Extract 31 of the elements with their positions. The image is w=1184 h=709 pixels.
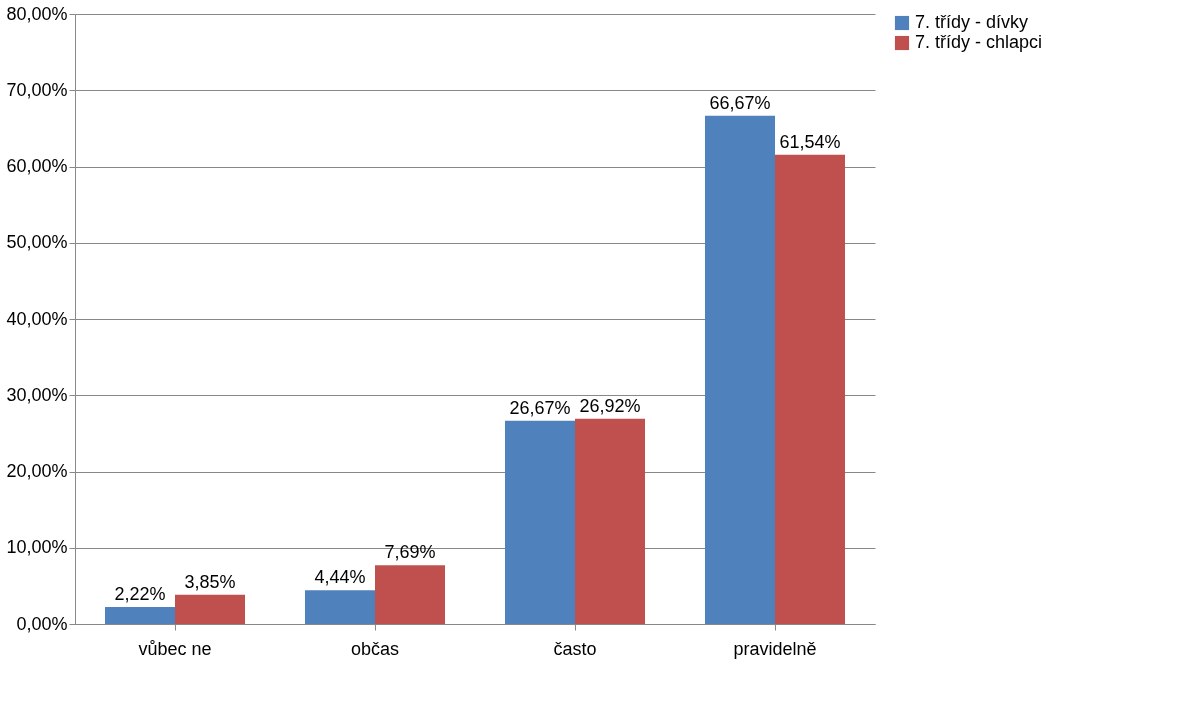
data-label: 3,85% — [184, 571, 236, 592]
data-label: 2,22% — [114, 584, 166, 605]
bar — [575, 418, 645, 624]
y-tick-label: 10,00% — [6, 537, 68, 558]
y-tick-label: 30,00% — [6, 384, 68, 405]
bar — [175, 594, 245, 624]
data-label: 7,69% — [384, 542, 436, 563]
x-tick-label: pravidelně — [733, 638, 817, 659]
y-tick-label: 40,00% — [6, 308, 68, 329]
x-tick-label: občas — [350, 638, 400, 659]
data-label: 66,67% — [709, 92, 771, 113]
bar — [375, 565, 445, 624]
data-label: 4,44% — [314, 567, 366, 588]
bar — [305, 590, 375, 624]
bar — [705, 115, 775, 624]
data-label: 26,67% — [509, 397, 571, 418]
bar — [105, 607, 175, 624]
y-tick-label: 20,00% — [6, 461, 68, 481]
y-tick-label: 60,00% — [6, 156, 68, 176]
x-tick-label: vůbec ne — [138, 638, 212, 659]
bar — [775, 154, 845, 624]
legend-label: 7. třídy - dívky — [915, 12, 1029, 32]
y-tick-label: 50,00% — [6, 232, 68, 253]
data-label: 26,92% — [579, 395, 641, 416]
y-tick-label: 0,00% — [16, 613, 68, 634]
x-tick-label: často — [553, 638, 597, 659]
bar — [505, 420, 575, 624]
legend-label: 7. třídy - chlapci — [915, 32, 1043, 52]
y-tick-label: 70,00% — [6, 79, 68, 100]
y-tick-label: 80,00% — [6, 3, 68, 24]
data-label: 61,54% — [779, 131, 841, 152]
